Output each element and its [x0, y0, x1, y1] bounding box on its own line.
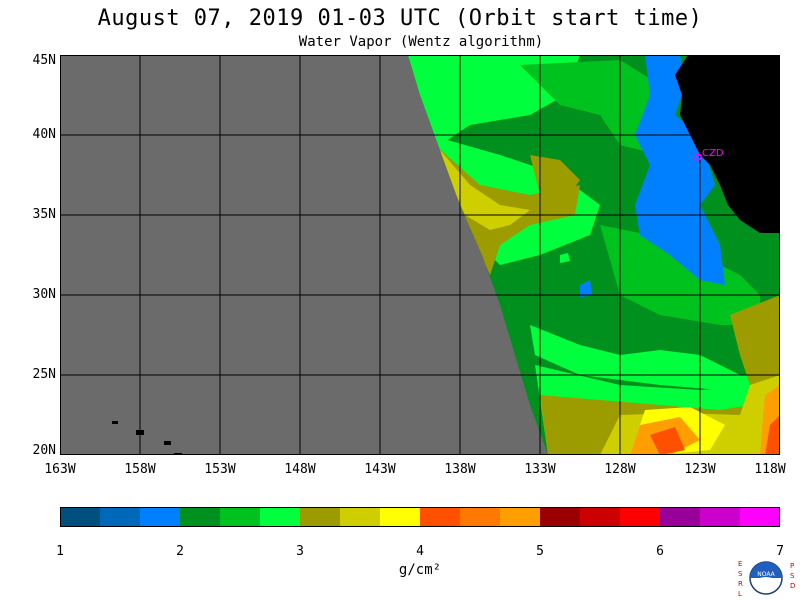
lon-label: 133W [524, 462, 556, 477]
lon-label: 163W [44, 462, 76, 477]
colorbar-tick-label: 1 [56, 544, 64, 559]
colorbar-swatch [180, 507, 221, 527]
lon-label: 143W [364, 462, 396, 477]
colorbar-swatch [220, 507, 261, 527]
colorbar-swatch [100, 507, 141, 527]
graticule [60, 55, 780, 455]
colorbar-swatch [580, 507, 621, 527]
station-label: CZD [702, 148, 724, 159]
lat-label: 25N [32, 367, 56, 382]
colorbar-frame [60, 507, 780, 527]
esrl-letter-r: R [738, 580, 743, 588]
station-marker [694, 153, 702, 161]
lon-label: 123W [684, 462, 716, 477]
lat-label: 20N [32, 443, 56, 458]
colorbar-tick-label: 5 [536, 544, 544, 559]
water-vapor-map: CZD [60, 55, 780, 455]
colorbar-swatch [660, 507, 701, 527]
map-title: August 07, 2019 01-03 UTC (Orbit start t… [97, 6, 703, 31]
colorbar-swatch [620, 507, 661, 527]
psd-letter-s: S [790, 572, 795, 580]
colorbar-swatch [540, 507, 581, 527]
psd-letter-p: P [790, 562, 794, 570]
colorbar-swatch [60, 507, 101, 527]
lon-label: 128W [604, 462, 636, 477]
map-frame [60, 55, 780, 455]
colorbar-swatch [300, 507, 341, 527]
colorbar [60, 507, 780, 527]
colorbar-swatch [700, 507, 741, 527]
land-north-america [675, 55, 780, 233]
esrl-letters: E S R L P S D [738, 560, 795, 598]
esrl-letter-e: E [738, 560, 742, 568]
lat-label: 35N [32, 207, 56, 222]
colorbar-tick-label: 6 [656, 544, 664, 559]
esrl-letter-l: L [738, 590, 742, 598]
colorbar-swatch [740, 507, 780, 527]
lon-label: 138W [444, 462, 476, 477]
lon-label: 118W [754, 462, 786, 477]
lon-label: 153W [204, 462, 236, 477]
colorbar-swatch [500, 507, 541, 527]
psd-letter-d: D [790, 582, 795, 590]
colorbar-swatch [260, 507, 301, 527]
lon-label: 158W [124, 462, 156, 477]
colorbar-swatch [420, 507, 461, 527]
noaa-logo-text: NOAA [757, 571, 775, 578]
colorbar-swatch [340, 507, 381, 527]
colorbar-tick-label: 4 [416, 544, 424, 559]
lat-label: 45N [32, 53, 56, 68]
colorbar-tick-label: 3 [296, 544, 304, 559]
colorbar-units: g/cm² [398, 562, 442, 578]
map-subtitle: Water Vapor (Wentz algorithm) [298, 34, 544, 50]
lat-label: 40N [32, 127, 56, 142]
lat-label: 30N [32, 287, 56, 302]
colorbar-swatch [460, 507, 501, 527]
esrl-letter-s: S [738, 570, 743, 578]
colorbar-swatch [380, 507, 421, 527]
lon-label: 148W [284, 462, 316, 477]
colorbar-swatch [140, 507, 181, 527]
colorbar-tick-label: 2 [176, 544, 184, 559]
colorbar-tick-label: 7 [776, 544, 784, 559]
noaa-esrl-psd-logo: E S R L P S D NOAA [738, 560, 795, 598]
